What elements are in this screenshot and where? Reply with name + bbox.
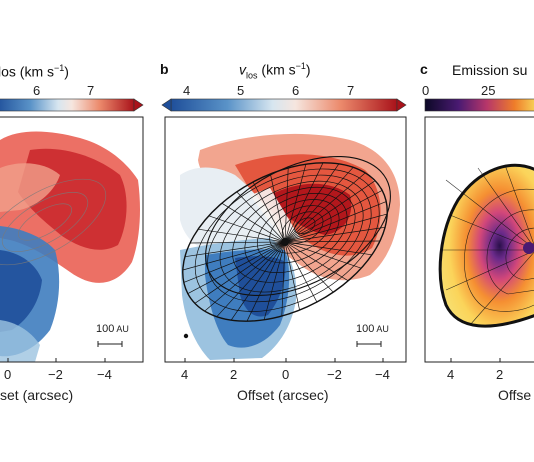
panel-b-cbar-tick: 5 [237,83,245,98]
panel-a-frame [0,116,144,363]
panel-b-colorbar [170,98,398,112]
panel-a-cbar-tick: 6 [33,83,41,98]
panel-c-image [425,117,534,362]
panel-b-scale-label: 100 AU [356,323,389,335]
panel-b-colorbar-title: vlos (km s−1) [239,61,311,81]
panel-b-letter: b [160,61,169,77]
panel-b-image [165,117,406,362]
panel-a-colorbar [0,98,135,112]
panel-c-x-label: Offse [498,387,532,403]
panel-c-x-tick: 4 [447,367,455,382]
panel-c-colorbar-title: Emission su [452,62,528,78]
panel-a-x-label: set (arcsec) [0,387,74,403]
panel-b-cbar-tick: 6 [292,83,300,98]
panel-b-x-tick: −2 [327,367,342,382]
panel-c-colorbar [424,98,534,112]
panel-c-cbar-tick: 0 [422,83,430,98]
panel-b-x-tick: 4 [181,367,189,382]
panel-a-image [0,117,143,362]
panel-b-x-tick: 2 [230,367,238,382]
panel-a-colorbar-title: los (km s−1) [0,63,69,80]
panel-a-cbar-tick: 7 [87,83,95,98]
panel-a-x-tick: −4 [97,367,112,382]
panel-c-cbar-tick: 25 [481,83,496,98]
panel-a-x-tick: −2 [48,367,63,382]
panel-c-frame [424,116,534,363]
panel-b-cbar-tick: 7 [347,83,355,98]
panel-a-x-tick: 0 [4,367,12,382]
panel-b-cbar-tick: 4 [183,83,191,98]
panel-c-letter: c [420,61,428,77]
panel-b-x-tick: −4 [375,367,390,382]
panel-c-x-tick: 2 [496,367,504,382]
panel-b-x-label: Offset (arcsec) [237,387,329,403]
panel-b-x-tick: 0 [282,367,290,382]
panel-a-scale-label: 100 AU [96,323,129,335]
